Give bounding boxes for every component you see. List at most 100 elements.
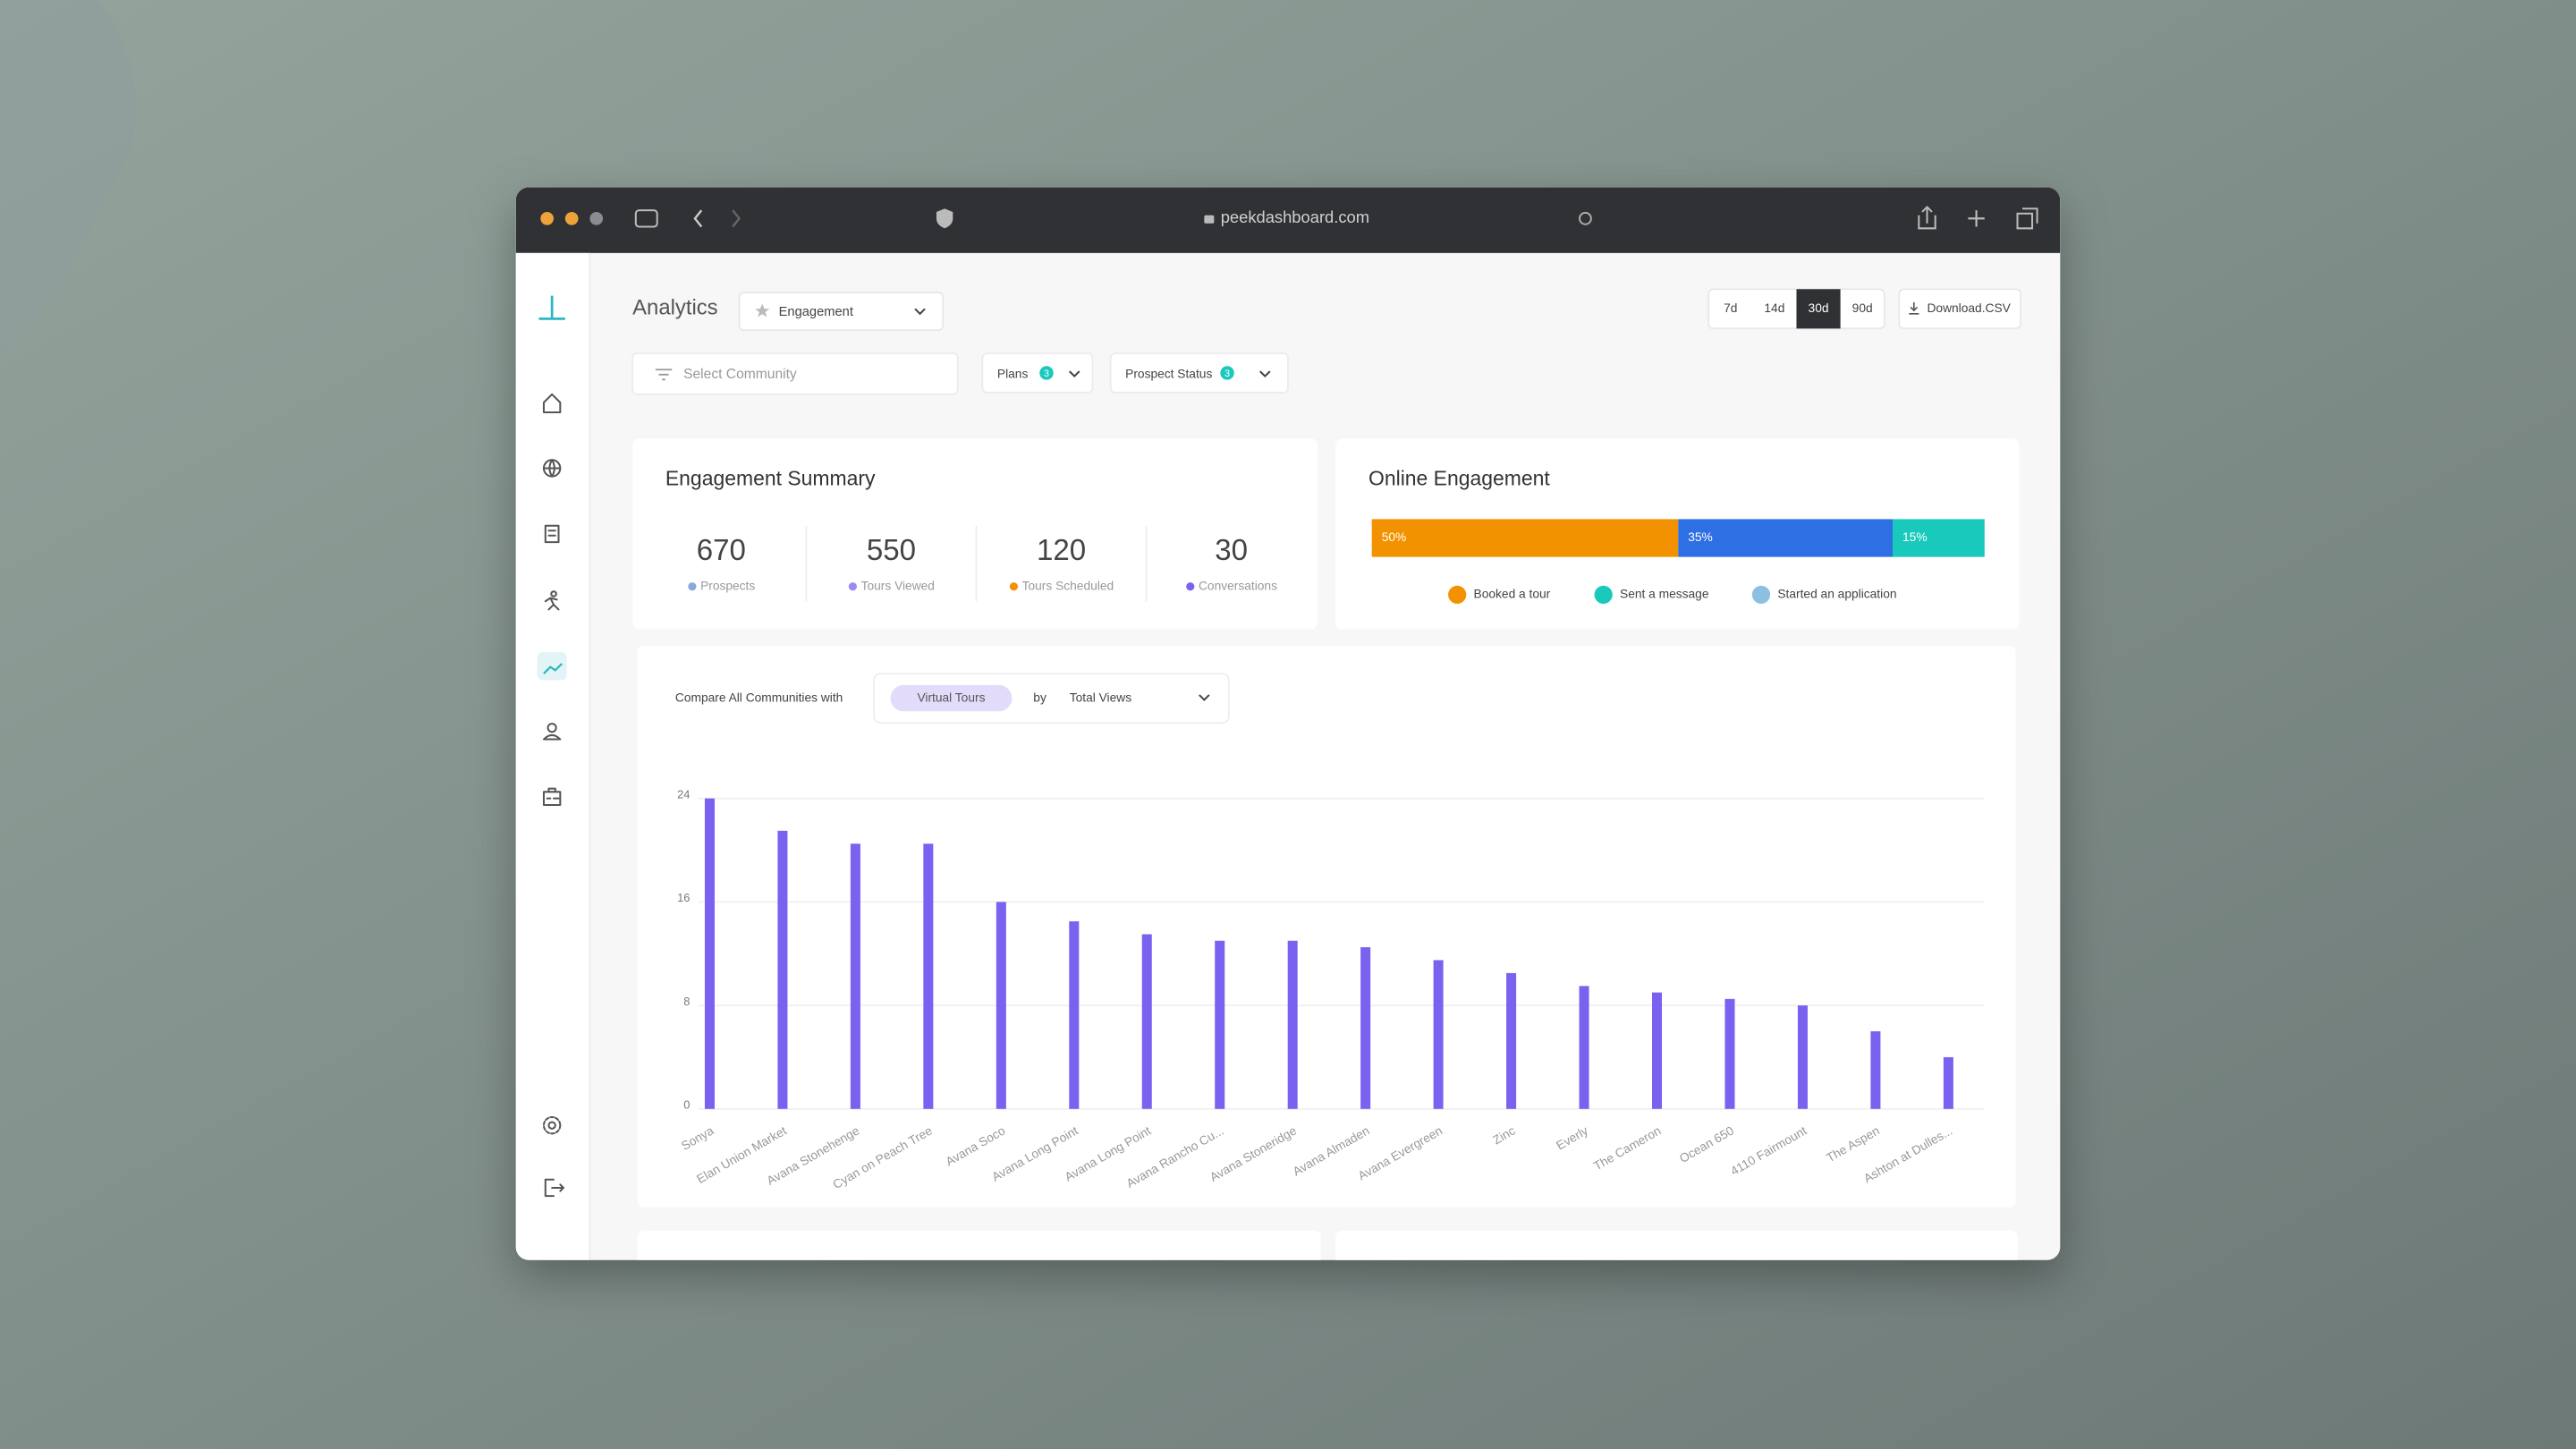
tabs-button[interactable] <box>2016 208 2038 230</box>
forward-button[interactable] <box>732 209 741 228</box>
settings-icon[interactable] <box>542 1115 562 1135</box>
engagement-bar: 50% 35% 15% Booked a tour Sent a message Star… <box>1371 519 1985 604</box>
stat-icon <box>1186 582 1195 591</box>
legend-label: Booked a tour <box>1474 588 1551 601</box>
metric-pill[interactable] <box>890 684 1013 712</box>
url[interactable]: peekdashboard.com <box>1221 208 1369 226</box>
summary-title: Engagement Summary <box>665 466 876 489</box>
analytics-icon[interactable] <box>543 663 563 674</box>
window-content: peekdashboard.com Analytics Engagement 7… <box>515 187 2061 1260</box>
new-tab-button[interactable] <box>1968 210 1985 227</box>
status-filter[interactable] <box>1109 352 1289 394</box>
by-label: by <box>1033 691 1046 704</box>
period-button[interactable]: 7d <box>1724 301 1737 315</box>
stat-icon <box>688 582 697 591</box>
community-placeholder: Select Community <box>683 367 797 382</box>
stat-value: 670 <box>697 534 746 567</box>
clipboard-icon[interactable] <box>544 524 560 544</box>
segment <box>1678 519 1894 557</box>
bar <box>850 843 860 1109</box>
segment <box>1893 519 1985 557</box>
logo <box>538 295 565 320</box>
decoration <box>0 0 136 353</box>
period-button[interactable]: 90d <box>1852 301 1873 315</box>
user-icon[interactable] <box>542 723 562 741</box>
filter-icon <box>655 369 673 381</box>
legend-label: Started an application <box>1777 588 1896 601</box>
period-button[interactable]: 30d <box>1809 301 1829 315</box>
bar <box>1287 940 1298 1109</box>
legend-label: Sent a message <box>1620 588 1709 601</box>
bar <box>1870 1031 1881 1109</box>
compare-label: Compare All Communities with <box>675 691 843 704</box>
chevron <box>1259 370 1271 378</box>
lock-icon <box>1204 215 1215 224</box>
sidebar <box>515 252 590 1260</box>
card <box>637 1230 1321 1260</box>
plans-badge <box>1039 366 1054 380</box>
online-title: Online Engagement <box>1368 466 1550 489</box>
chevron <box>914 308 926 316</box>
share-button[interactable] <box>1918 205 1936 230</box>
home-icon[interactable] <box>542 393 562 414</box>
zoom-button[interactable] <box>589 211 604 225</box>
chart-card <box>637 645 2016 1208</box>
download-label: Download.CSV <box>1927 301 2011 315</box>
activity-icon[interactable] <box>544 590 560 611</box>
y-tick-label: 24 <box>677 787 690 801</box>
segment-label: 15% <box>1902 530 1928 544</box>
active-nav <box>537 652 567 681</box>
download-button[interactable] <box>1898 288 2022 330</box>
community-select[interactable] <box>631 352 959 395</box>
download-icon <box>1909 301 1919 315</box>
sidebar-toggle[interactable] <box>634 209 658 228</box>
stat-icon <box>1009 582 1019 591</box>
legend-swatch <box>1751 585 1771 604</box>
plans-label: Plans <box>997 367 1029 380</box>
stat-label: Conversations <box>1199 579 1277 592</box>
chevron <box>1068 370 1080 378</box>
period-button[interactable]: 14d <box>1764 301 1784 315</box>
bar <box>1215 940 1225 1109</box>
segment-label: 35% <box>1688 530 1713 544</box>
status-badge <box>1220 366 1234 380</box>
titlebar <box>515 187 2061 253</box>
bar <box>1579 986 1589 1109</box>
metric-label: Virtual Tours <box>917 691 985 704</box>
bar <box>1724 998 1735 1109</box>
status-badge-count: 3 <box>1224 369 1230 379</box>
bar <box>1069 921 1080 1109</box>
y-tick-label: 8 <box>683 995 690 1008</box>
back-button[interactable] <box>693 209 703 228</box>
view-dropdown[interactable] <box>738 292 945 332</box>
reload-button[interactable] <box>1579 211 1592 225</box>
bar <box>1943 1056 1953 1109</box>
bar <box>1433 960 1444 1109</box>
close-button[interactable] <box>540 211 554 225</box>
view-label: Engagement <box>779 305 853 319</box>
logout-icon[interactable] <box>544 1178 565 1198</box>
stat-value: 30 <box>1215 534 1248 567</box>
shield-icon <box>936 208 953 229</box>
plans-badge-count: 3 <box>1044 369 1049 379</box>
y-tick-label: 16 <box>677 891 690 904</box>
stat-label: Prospects <box>700 579 755 592</box>
bar <box>1506 972 1517 1109</box>
bar <box>1797 1005 1808 1109</box>
page-title: Analytics <box>632 296 718 320</box>
chevron <box>1199 694 1210 701</box>
stat-label: Tours Scheduled <box>1022 579 1114 592</box>
bar <box>1141 934 1152 1109</box>
badge-icon[interactable] <box>542 787 562 807</box>
segment <box>1371 519 1679 557</box>
minimize-button[interactable] <box>564 211 579 225</box>
star-icon <box>755 303 770 318</box>
globe-icon[interactable] <box>542 459 562 478</box>
bar <box>996 902 1006 1109</box>
bar <box>1360 946 1371 1109</box>
status-label: Prospect Status <box>1125 367 1212 380</box>
plans-filter[interactable] <box>981 352 1094 394</box>
measure-label: Total Views <box>1070 691 1131 704</box>
